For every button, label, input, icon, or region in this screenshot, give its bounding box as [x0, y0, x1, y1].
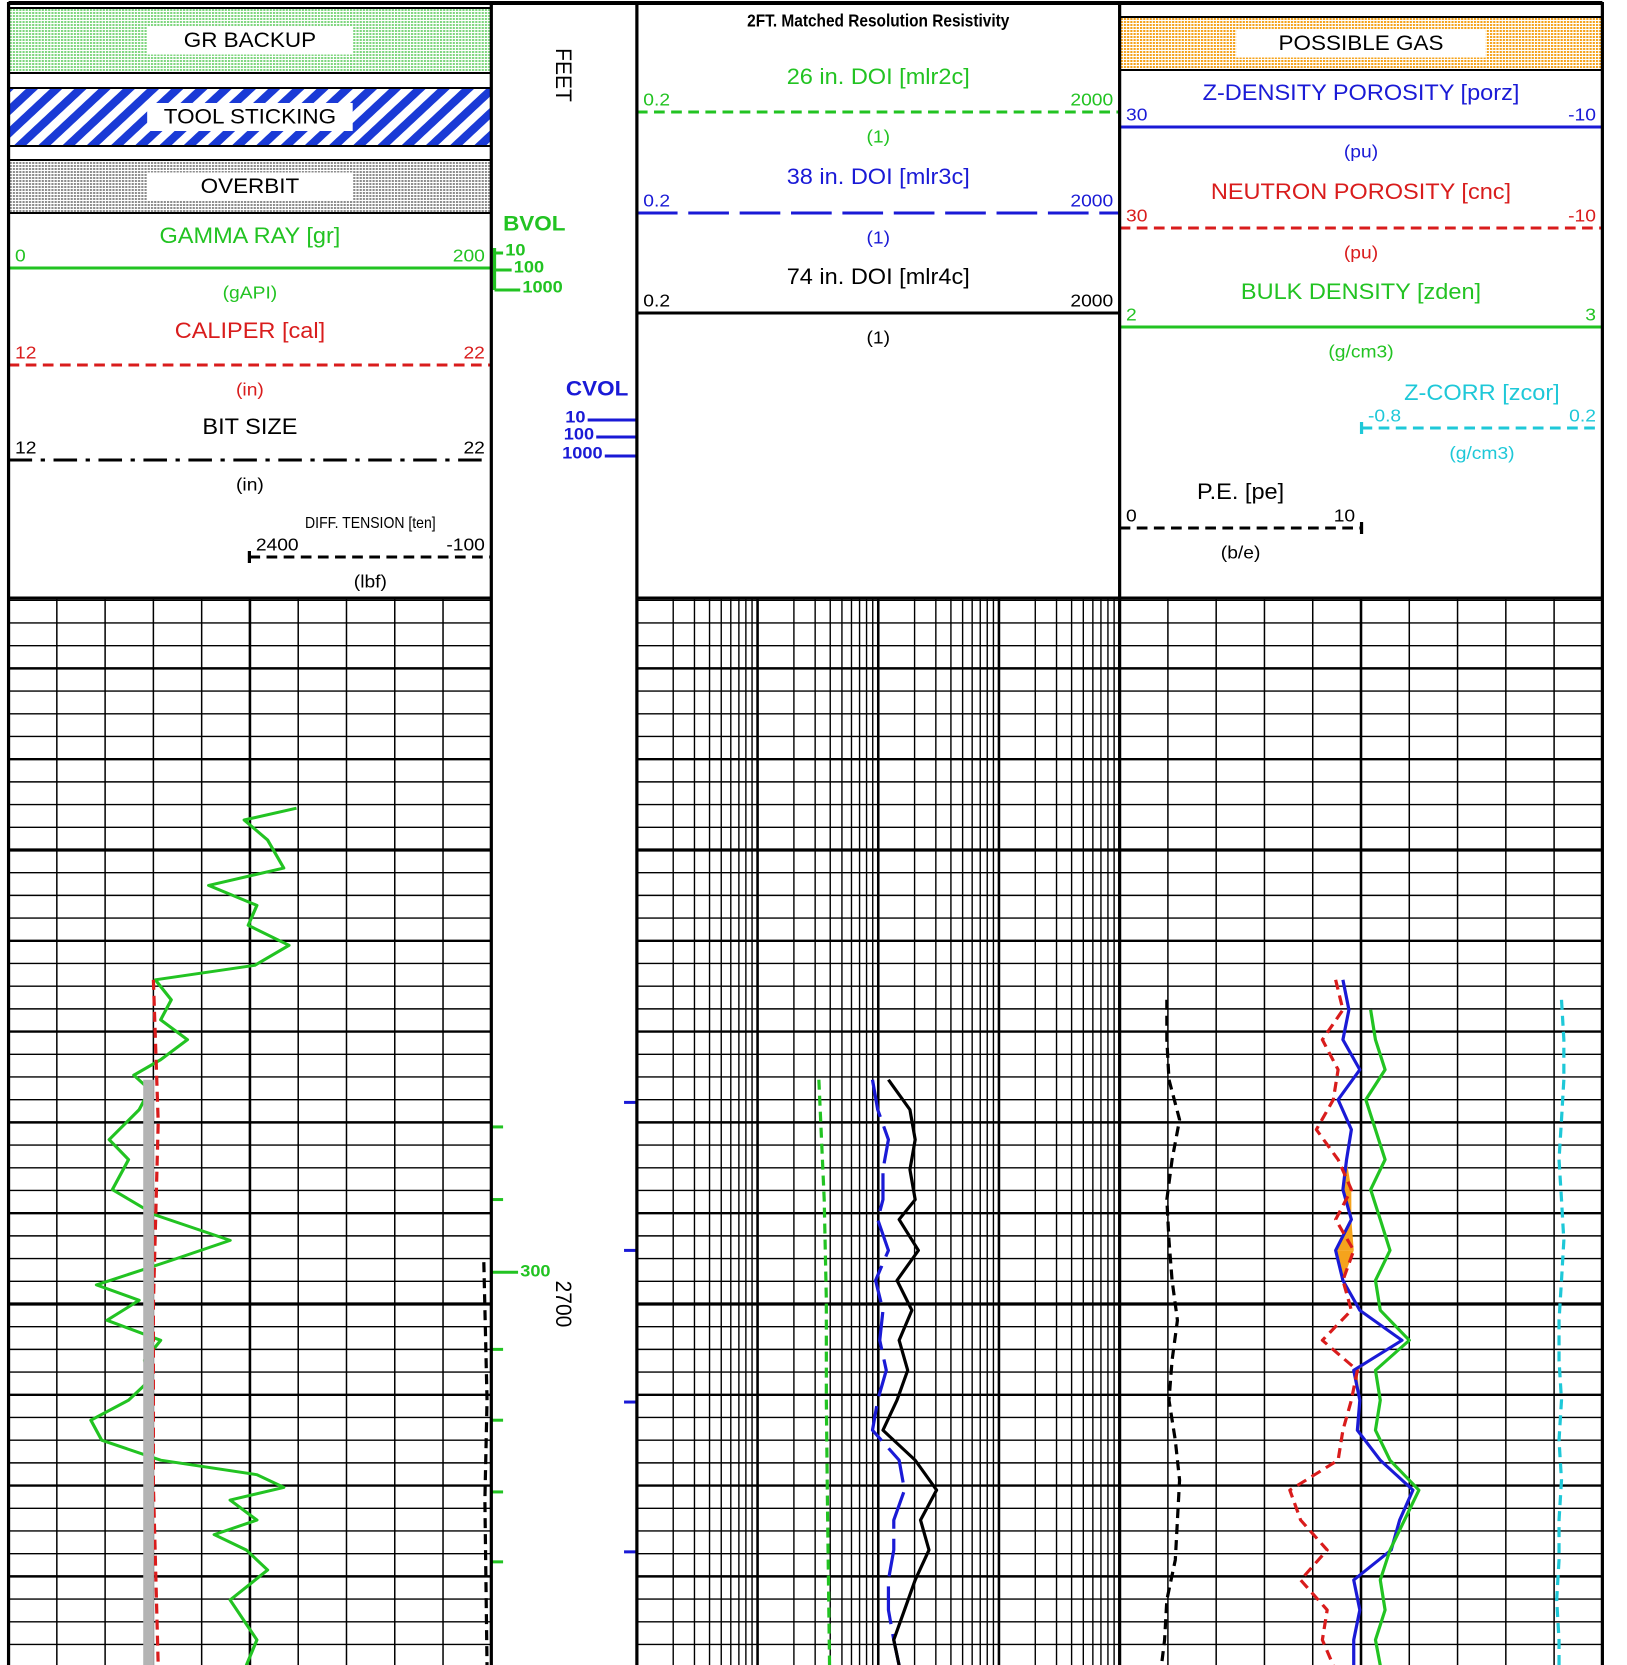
volume-title: CVOL: [566, 376, 628, 400]
curve-name: Z-DENSITY POROSITY [porz]: [1203, 80, 1520, 105]
curve: [89, 806, 297, 1665]
scale-min: 12: [15, 437, 36, 457]
curve-name: BIT SIZE: [202, 414, 297, 439]
gas-fill: [1335, 1250, 1354, 1281]
volume-scale-label: 1000: [562, 443, 603, 462]
scale-max: 3: [1585, 304, 1596, 324]
flag-label-box: [147, 172, 353, 201]
scale-max: 22: [463, 342, 484, 362]
curve: [1555, 999, 1566, 1665]
curve-unit: (1): [866, 126, 890, 146]
volume-title: BVOL: [503, 211, 565, 235]
scale-max: -10: [1568, 104, 1596, 124]
curve-unit: (pu): [1344, 242, 1378, 262]
scale-min: 0: [15, 245, 26, 265]
curve: [1364, 1009, 1421, 1665]
curve-unit: (b/e): [1221, 542, 1261, 562]
curve-name: NEUTRON POROSITY [cnc]: [1211, 179, 1511, 204]
curve-name: 74 in. DOI [mlr4c]: [787, 264, 970, 289]
curve: [1334, 979, 1415, 1665]
scale-min: 2400: [256, 534, 299, 554]
scale-min: -0.8: [1368, 405, 1401, 425]
curve: [817, 1079, 832, 1665]
curve-unit: (gAPI): [223, 282, 278, 302]
flag-label: TOOL STICKING: [164, 104, 336, 128]
curve-name: 38 in. DOI [mlr3c]: [787, 164, 970, 189]
curve: [870, 1079, 907, 1665]
flag-label: GR BACKUP: [184, 28, 316, 52]
volume-scale-label: 100: [564, 424, 595, 443]
scale-max: 2000: [1070, 89, 1113, 109]
curve-name: BULK DENSITY [zden]: [1241, 279, 1481, 304]
scale-max: 10: [1334, 505, 1355, 525]
volume-tick-label: 300: [520, 1261, 551, 1280]
volume-scale-label: 1000: [522, 277, 563, 296]
curve: [1159, 999, 1182, 1665]
curve-name: Z-CORR [zcor]: [1404, 380, 1560, 405]
curve-unit: (1): [866, 227, 890, 247]
grid: [8, 598, 1603, 1665]
depth-unit: FEET: [551, 48, 577, 102]
curve-name: P.E. [pe]: [1197, 479, 1284, 504]
scale-max: 2000: [1070, 190, 1113, 210]
scale-max: -100: [446, 534, 485, 554]
scale-min: 0.2: [643, 190, 670, 210]
curve: [881, 1078, 939, 1665]
curve-name: GAMMA RAY [gr]: [160, 223, 341, 248]
scale-min: 0: [1126, 505, 1137, 525]
curve: [1288, 979, 1359, 1665]
curve-unit: (in): [236, 379, 264, 399]
scale-min: 0.2: [643, 89, 670, 109]
scale-max: 22: [463, 437, 484, 457]
flag-label-box: [147, 103, 353, 131]
curve-name: CALIPER [cal]: [175, 318, 325, 343]
scale-min: 2: [1126, 304, 1137, 324]
flag-label: POSSIBLE GAS: [1279, 31, 1444, 55]
scale-min: 0.2: [643, 290, 670, 310]
flag-label: OVERBIT: [201, 174, 300, 198]
scale-min: 12: [15, 342, 36, 362]
curve: [482, 1262, 489, 1665]
curve-unit: (g/cm3): [1449, 442, 1514, 462]
depth-label: 2700: [551, 1281, 577, 1328]
volume-scale-label: 100: [514, 257, 545, 276]
curve-name: DIFF. TENSION [ten]: [305, 514, 436, 532]
scale-max: 0.2: [1569, 405, 1596, 425]
scale-max: 200: [453, 245, 485, 265]
scale-min: 30: [1126, 205, 1147, 225]
volume-scale-label: 10: [505, 240, 525, 259]
scale-max: 2000: [1070, 290, 1113, 310]
curve-unit: (g/cm3): [1328, 341, 1393, 361]
curve-name: 26 in. DOI [mlr2c]: [787, 64, 970, 89]
scale-min: 30: [1126, 104, 1147, 124]
curve-unit: (pu): [1344, 141, 1378, 161]
curve-unit: (in): [236, 474, 264, 494]
curve-unit: (1): [866, 327, 890, 347]
flag-label-box: [147, 26, 353, 55]
volume-scale-label: 10: [565, 407, 585, 426]
curve-unit: (lbf): [354, 571, 387, 591]
track-title: 2FT. Matched Resolution Resistivity: [747, 10, 1010, 30]
scale-max: -10: [1568, 205, 1596, 225]
flag-label-box: [1236, 29, 1486, 58]
